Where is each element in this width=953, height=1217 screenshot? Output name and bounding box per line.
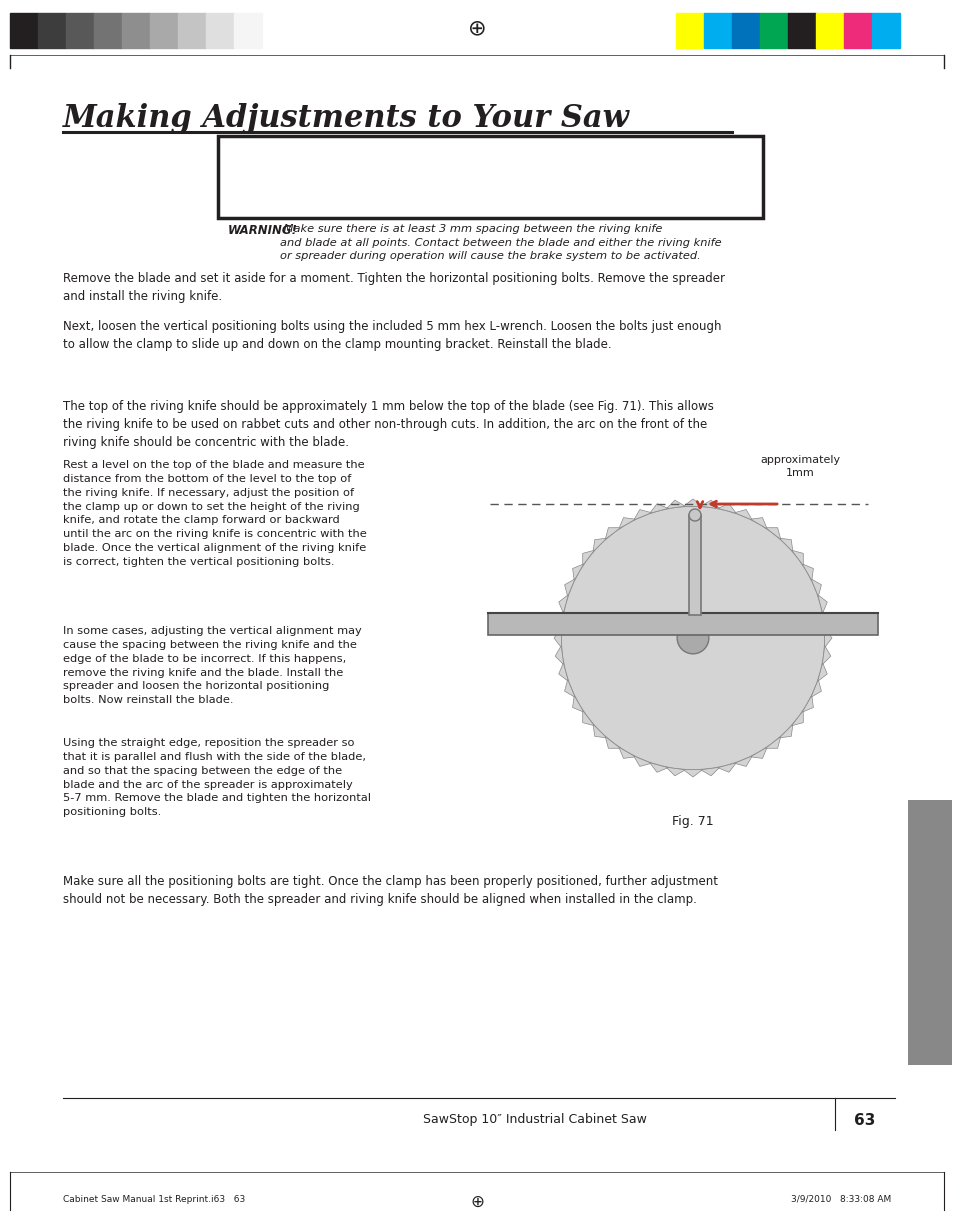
Text: Rest a level on the top of the blade and measure the
distance from the bottom of: Rest a level on the top of the blade and… <box>63 460 366 567</box>
Polygon shape <box>665 767 684 775</box>
Polygon shape <box>593 724 606 738</box>
Polygon shape <box>817 595 826 613</box>
Polygon shape <box>779 724 792 738</box>
Bar <box>233 13 262 47</box>
Polygon shape <box>801 563 813 581</box>
Polygon shape <box>764 736 780 748</box>
Polygon shape <box>572 563 583 581</box>
Polygon shape <box>791 550 802 566</box>
Text: 1mm: 1mm <box>785 469 814 478</box>
Polygon shape <box>823 628 831 647</box>
Polygon shape <box>734 510 752 520</box>
Polygon shape <box>555 611 563 630</box>
Polygon shape <box>779 538 792 551</box>
Polygon shape <box>564 579 575 596</box>
Polygon shape <box>593 538 606 551</box>
Bar <box>206 13 233 47</box>
Bar <box>871 13 899 47</box>
Bar <box>150 13 178 47</box>
Bar <box>815 13 843 47</box>
Polygon shape <box>649 763 667 773</box>
Circle shape <box>688 509 700 521</box>
Polygon shape <box>717 504 736 514</box>
Bar <box>688 515 700 615</box>
Bar <box>843 13 871 47</box>
Text: Using the straight edge, reposition the spreader so
that it is parallel and flus: Using the straight edge, reposition the … <box>63 738 371 817</box>
Polygon shape <box>582 550 594 566</box>
Polygon shape <box>700 500 719 509</box>
Text: Cabinet Saw Manual 1st Reprint.i63   63: Cabinet Saw Manual 1st Reprint.i63 63 <box>63 1195 245 1204</box>
Polygon shape <box>801 696 813 712</box>
Bar <box>907 800 951 1065</box>
Bar <box>178 13 206 47</box>
Text: The top of the riving knife should be approximately 1 mm below the top of the bl: The top of the riving knife should be ap… <box>63 400 713 449</box>
Polygon shape <box>554 628 560 647</box>
Polygon shape <box>633 510 651 520</box>
Bar <box>218 136 762 218</box>
Polygon shape <box>821 646 830 664</box>
Text: Remove the blade and set it aside for a moment. Tighten the horizontal positioni: Remove the blade and set it aside for a … <box>63 273 724 303</box>
Polygon shape <box>821 611 830 630</box>
Text: Next, loosen the vertical positioning bolts using the included 5 mm hex L-wrench: Next, loosen the vertical positioning bo… <box>63 320 720 350</box>
Bar <box>703 13 731 47</box>
Polygon shape <box>682 769 701 776</box>
Polygon shape <box>558 595 568 613</box>
Text: SawStop 10″ Industrial Cabinet Saw: SawStop 10″ Industrial Cabinet Saw <box>422 1114 646 1126</box>
Polygon shape <box>750 747 766 758</box>
Polygon shape <box>791 711 802 725</box>
Bar <box>760 13 787 47</box>
Polygon shape <box>810 679 821 697</box>
Text: 63: 63 <box>854 1114 875 1128</box>
Polygon shape <box>604 528 619 539</box>
Text: 3/9/2010   8:33:08 AM: 3/9/2010 8:33:08 AM <box>790 1195 890 1204</box>
Text: Make sure all the positioning bolts are tight. Once the clamp has been properly : Make sure all the positioning bolts are … <box>63 875 718 905</box>
Text: WARNING!: WARNING! <box>228 224 297 237</box>
Polygon shape <box>555 646 563 664</box>
Polygon shape <box>633 756 651 767</box>
Bar <box>122 13 150 47</box>
Bar <box>66 13 94 47</box>
Bar <box>488 613 877 635</box>
Text: Making Adjustments to Your Saw: Making Adjustments to Your Saw <box>63 103 629 134</box>
Polygon shape <box>558 663 568 682</box>
Polygon shape <box>618 747 635 758</box>
Polygon shape <box>564 679 575 697</box>
Polygon shape <box>665 500 684 509</box>
Text: Make sure there is at least 3 mm spacing between the riving knife
and blade at a: Make sure there is at least 3 mm spacing… <box>280 224 720 262</box>
Text: Fig. 71: Fig. 71 <box>672 815 713 828</box>
Polygon shape <box>764 528 780 539</box>
Circle shape <box>560 506 824 770</box>
Polygon shape <box>750 517 766 528</box>
Text: ⊕: ⊕ <box>470 1193 483 1211</box>
Bar <box>731 13 760 47</box>
Circle shape <box>677 622 708 654</box>
Bar <box>10 13 38 47</box>
Polygon shape <box>734 756 752 767</box>
Text: In some cases, adjusting the vertical alignment may
cause the spacing between th: In some cases, adjusting the vertical al… <box>63 626 361 705</box>
Polygon shape <box>618 517 635 528</box>
Text: ⊕: ⊕ <box>467 18 486 38</box>
Polygon shape <box>700 767 719 775</box>
Bar <box>676 13 703 47</box>
Text: Adjusting Your Saw: Adjusting Your Saw <box>923 815 936 960</box>
Bar <box>38 13 66 47</box>
Text: approximately: approximately <box>760 455 840 465</box>
Polygon shape <box>810 579 821 596</box>
Polygon shape <box>817 663 826 682</box>
Polygon shape <box>582 711 594 725</box>
Polygon shape <box>649 504 667 514</box>
Bar <box>787 13 815 47</box>
Polygon shape <box>717 763 736 773</box>
Bar <box>94 13 122 47</box>
Polygon shape <box>572 696 583 712</box>
Polygon shape <box>682 499 701 506</box>
Polygon shape <box>604 736 619 748</box>
